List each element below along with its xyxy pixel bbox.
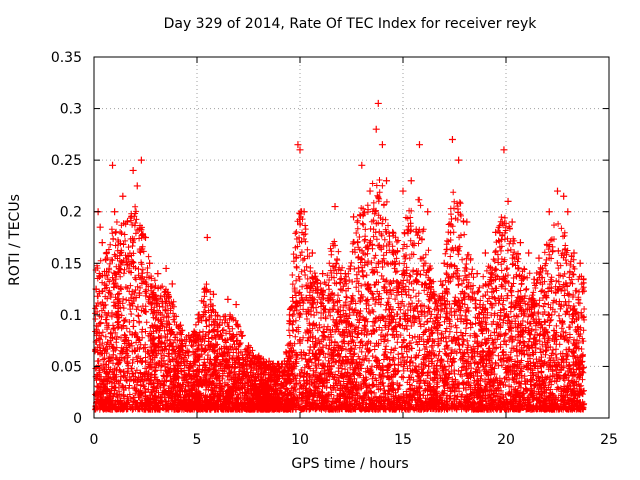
data-point xyxy=(154,270,162,278)
x-tick-label: 0 xyxy=(90,432,99,448)
data-point xyxy=(214,321,222,329)
data-point xyxy=(570,249,578,257)
y-tick-label: 0.2 xyxy=(60,205,82,221)
data-point xyxy=(535,254,543,262)
data-point xyxy=(102,249,110,257)
data-point xyxy=(440,259,448,267)
data-point xyxy=(224,295,232,303)
y-tick-label: 0.35 xyxy=(51,50,82,66)
y-tick-label: 0.3 xyxy=(60,102,82,118)
x-tick-label: 20 xyxy=(497,432,515,448)
chart-title: Day 329 of 2014, Rate Of TEC Index for r… xyxy=(163,16,537,32)
x-tick-label: 15 xyxy=(394,432,412,448)
data-point xyxy=(508,218,516,226)
data-point xyxy=(481,249,489,257)
data-point xyxy=(265,357,273,365)
y-tick-label: 0 xyxy=(73,411,82,427)
x-tick-label: 25 xyxy=(600,432,618,448)
data-point xyxy=(463,218,471,226)
data-point xyxy=(372,125,380,133)
data-point xyxy=(177,321,185,329)
data-point xyxy=(209,290,217,298)
data-point xyxy=(455,156,463,164)
data-point xyxy=(294,141,302,149)
data-point xyxy=(137,156,145,164)
data-point xyxy=(296,146,304,154)
data-point xyxy=(319,270,327,278)
data-point xyxy=(415,141,423,149)
data-point xyxy=(378,141,386,149)
data-point xyxy=(383,177,391,185)
data-point xyxy=(129,166,137,174)
data-point xyxy=(185,331,193,339)
data-point xyxy=(133,182,141,190)
x-axis-label: GPS time / hours xyxy=(291,456,409,472)
data-point xyxy=(516,239,524,247)
data-point xyxy=(96,223,104,231)
data-point xyxy=(350,213,358,221)
data-point xyxy=(286,352,294,360)
data-point xyxy=(245,342,252,350)
data-point xyxy=(576,259,584,267)
data-point xyxy=(232,301,240,309)
data-point xyxy=(525,249,533,257)
scatter-cloud-path xyxy=(92,177,588,413)
data-point xyxy=(564,208,572,216)
data-point xyxy=(203,234,211,241)
data-point xyxy=(366,187,374,195)
x-tick-label: 5 xyxy=(193,432,202,448)
y-tick-label: 0.25 xyxy=(51,153,82,169)
data-point xyxy=(331,203,339,211)
data-point xyxy=(255,352,263,360)
data-point xyxy=(341,270,349,278)
data-point xyxy=(500,146,508,154)
data-point xyxy=(492,228,500,236)
data-point xyxy=(98,239,106,247)
data-point xyxy=(399,187,407,195)
data-point xyxy=(504,197,512,205)
data-point xyxy=(473,270,481,278)
y-tick-label: 0.15 xyxy=(51,256,82,272)
data-point xyxy=(111,208,119,216)
data-point xyxy=(162,264,170,272)
dense-scatter-cloud xyxy=(92,177,588,413)
data-point xyxy=(358,161,366,169)
data-point xyxy=(195,311,203,319)
data-point xyxy=(448,136,456,144)
data-point xyxy=(308,249,316,257)
data-point xyxy=(119,192,127,200)
plot-frame xyxy=(93,56,610,419)
y-tick-label: 0.1 xyxy=(60,308,82,324)
y-tick-label: 0.05 xyxy=(51,359,82,375)
data-point xyxy=(275,368,283,376)
data-point xyxy=(168,280,176,288)
data-point xyxy=(146,259,154,267)
x-tick-label: 10 xyxy=(291,432,309,448)
data-point xyxy=(142,234,149,241)
axis-ticks: 0 5 10 15 20 25 0 0.05 0.1 0.15 0.2 0.25 0.3 0.35 xyxy=(51,50,618,448)
data-point xyxy=(374,99,382,107)
data-point xyxy=(109,161,117,169)
data-point xyxy=(389,228,397,236)
data-point xyxy=(238,331,246,339)
data-point xyxy=(424,208,432,216)
data-point xyxy=(430,290,438,298)
data-point xyxy=(407,177,415,185)
data-point xyxy=(300,208,308,216)
data-point xyxy=(554,187,561,195)
data-point xyxy=(545,208,553,216)
data-point xyxy=(560,192,568,200)
scatter-points xyxy=(92,99,584,376)
